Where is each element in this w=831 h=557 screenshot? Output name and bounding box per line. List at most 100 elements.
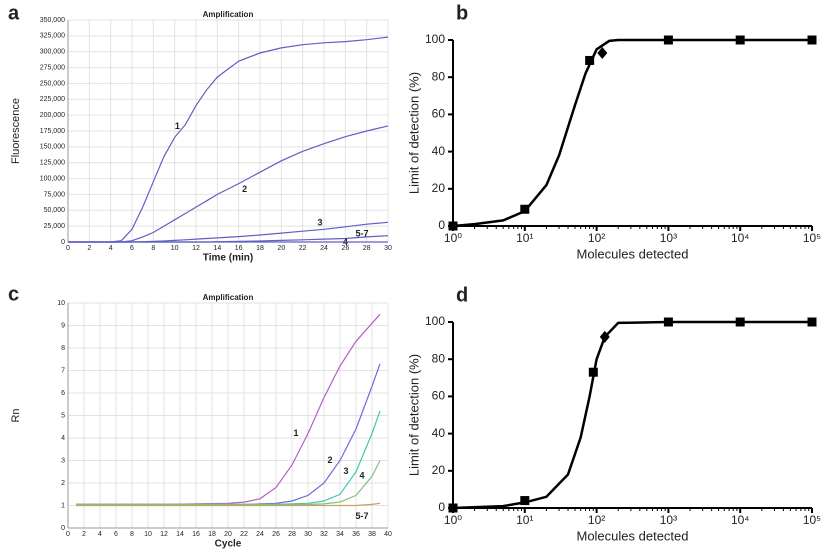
x-axis-title: Cycle bbox=[215, 539, 242, 550]
x-tick-label: 2 bbox=[87, 245, 91, 252]
data-point bbox=[735, 35, 745, 45]
x-tick-label: 8 bbox=[151, 245, 155, 252]
x-tick-label: 30 bbox=[384, 245, 392, 252]
y-axis-title: Rn bbox=[10, 408, 22, 422]
y-tick-label: 20 bbox=[432, 463, 446, 477]
y-tick-label: 80 bbox=[432, 69, 446, 83]
y-tick-label: 0 bbox=[438, 500, 445, 514]
y-tick-label: 3 bbox=[61, 457, 65, 464]
x-tick-label: 24 bbox=[320, 245, 328, 252]
x-tick-label: 26 bbox=[341, 245, 349, 252]
series-label: 1 bbox=[293, 428, 298, 438]
series-label: 3 bbox=[343, 466, 348, 476]
series-label: 5-7 bbox=[355, 228, 368, 238]
panel-letter: a bbox=[8, 2, 20, 24]
series-label: 2 bbox=[327, 455, 332, 465]
x-tick-label: 10³ bbox=[660, 231, 677, 245]
data-point bbox=[520, 496, 530, 506]
x-tick-label: 10² bbox=[588, 513, 605, 527]
y-axis-title: Fluorescence bbox=[10, 98, 22, 164]
data-point bbox=[807, 317, 817, 327]
data-point bbox=[597, 47, 608, 60]
x-tick-label: 10⁰ bbox=[444, 513, 462, 527]
x-axis-title: Molecules detected bbox=[576, 246, 688, 261]
x-tick-label: 10¹ bbox=[516, 231, 533, 245]
y-tick-label: 80 bbox=[432, 351, 446, 365]
x-tick-label: 22 bbox=[299, 245, 307, 252]
y-tick-label: 1 bbox=[61, 502, 65, 509]
y-tick-label: 50,000 bbox=[44, 207, 66, 214]
data-point bbox=[735, 317, 745, 327]
x-axis-title: Time (min) bbox=[203, 253, 253, 264]
x-tick-label: 10 bbox=[171, 245, 179, 252]
x-axis-title: Molecules detected bbox=[576, 528, 688, 543]
x-tick-label: 10² bbox=[588, 231, 605, 245]
data-point bbox=[599, 330, 610, 343]
x-tick-label: 18 bbox=[256, 245, 264, 252]
y-tick-label: 200,000 bbox=[40, 112, 65, 119]
y-tick-label: 250,000 bbox=[40, 80, 65, 87]
data-point bbox=[520, 204, 530, 214]
x-tick-label: 20 bbox=[277, 245, 285, 252]
data-point bbox=[585, 55, 595, 65]
data-point bbox=[448, 221, 458, 231]
data-point bbox=[448, 503, 458, 513]
y-axis-title: Limit of detection (%) bbox=[406, 354, 421, 476]
x-tick-label: 14 bbox=[213, 245, 221, 252]
x-tick-label: 6 bbox=[130, 245, 134, 252]
y-axis-title: Limit of detection (%) bbox=[406, 72, 421, 194]
series-line bbox=[76, 460, 381, 505]
data-point bbox=[663, 35, 673, 45]
chart-title: Amplification bbox=[203, 293, 254, 302]
data-point bbox=[663, 317, 673, 327]
x-tick-label: 10¹ bbox=[516, 513, 533, 527]
x-tick-label: 12 bbox=[160, 531, 168, 538]
y-tick-label: 25,000 bbox=[44, 223, 66, 230]
x-tick-label: 6 bbox=[114, 531, 118, 538]
x-tick-label: 10⁴ bbox=[731, 513, 750, 527]
y-tick-label: 4 bbox=[61, 435, 65, 442]
x-tick-label: 4 bbox=[109, 245, 113, 252]
series-label: 1 bbox=[175, 121, 180, 131]
panel-letter: d bbox=[456, 284, 468, 306]
x-tick-label: 22 bbox=[240, 531, 248, 538]
y-tick-label: 75,000 bbox=[44, 191, 66, 198]
y-tick-label: 300,000 bbox=[40, 49, 65, 56]
x-tick-label: 16 bbox=[235, 245, 243, 252]
y-tick-label: 100,000 bbox=[40, 175, 65, 182]
series-line bbox=[68, 125, 389, 243]
series-line bbox=[76, 502, 381, 507]
y-tick-label: 225,000 bbox=[40, 96, 65, 103]
y-tick-label: 2 bbox=[61, 480, 65, 487]
y-tick-label: 60 bbox=[432, 389, 446, 403]
x-tick-label: 10⁵ bbox=[803, 231, 821, 245]
y-tick-label: 150,000 bbox=[40, 144, 65, 151]
x-tick-label: 34 bbox=[336, 531, 344, 538]
y-tick-label: 325,000 bbox=[40, 33, 65, 40]
y-tick-label: 175,000 bbox=[40, 128, 65, 135]
fit-curve bbox=[452, 320, 812, 510]
x-tick-label: 20 bbox=[224, 531, 232, 538]
y-tick-label: 60 bbox=[432, 107, 446, 121]
y-tick-label: 0 bbox=[61, 525, 65, 532]
y-tick-label: 20 bbox=[432, 181, 446, 195]
series-label: 3 bbox=[317, 218, 322, 228]
x-tick-label: 8 bbox=[130, 531, 134, 538]
x-tick-label: 12 bbox=[192, 245, 200, 252]
x-tick-label: 38 bbox=[368, 531, 376, 538]
x-tick-label: 10³ bbox=[660, 513, 677, 527]
x-tick-label: 16 bbox=[192, 531, 200, 538]
y-tick-label: 5 bbox=[61, 412, 65, 419]
y-tick-label: 0 bbox=[438, 218, 445, 232]
fit-curve bbox=[452, 38, 812, 228]
y-tick-label: 40 bbox=[432, 426, 446, 440]
x-tick-label: 28 bbox=[363, 245, 371, 252]
series-label: 5-7 bbox=[355, 511, 368, 521]
y-tick-label: 40 bbox=[432, 144, 446, 158]
y-tick-label: 350,000 bbox=[40, 17, 65, 24]
x-tick-label: 4 bbox=[98, 531, 102, 538]
y-tick-label: 6 bbox=[61, 390, 65, 397]
x-tick-label: 10 bbox=[144, 531, 152, 538]
data-point bbox=[807, 35, 817, 45]
